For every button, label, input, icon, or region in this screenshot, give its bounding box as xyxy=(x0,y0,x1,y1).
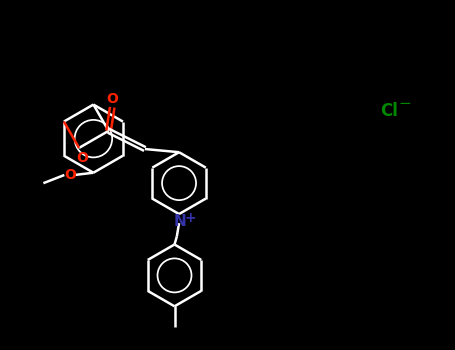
Text: O: O xyxy=(64,168,76,182)
Text: O: O xyxy=(106,92,118,106)
Text: O: O xyxy=(76,151,88,165)
Text: N: N xyxy=(174,214,187,229)
Text: −: − xyxy=(399,96,411,111)
Text: +: + xyxy=(185,211,196,225)
Text: Cl: Cl xyxy=(380,102,398,120)
